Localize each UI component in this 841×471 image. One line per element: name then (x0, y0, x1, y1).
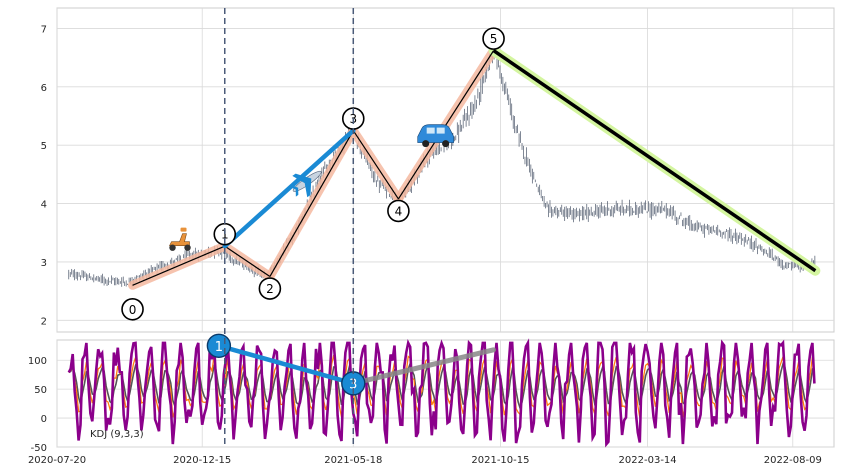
wave-segment-line (492, 49, 817, 273)
wave-1-3-line (222, 128, 356, 249)
car-wheel (442, 140, 450, 148)
scooter-seat (180, 227, 187, 232)
price-y-tick-label: 3 (41, 258, 47, 269)
kdj-indicator-label: KDJ (9,3,3) (90, 429, 144, 440)
wave-label-circle (258, 277, 282, 300)
scooter-icon (169, 227, 191, 251)
airplane-icon (288, 170, 322, 198)
scooter-body (169, 233, 190, 246)
car-icon (417, 124, 454, 148)
airplane-tail (288, 185, 299, 197)
x-tick-label: 2020-12-15 (173, 455, 231, 466)
wave-label-circle (121, 297, 144, 321)
kdj-y-tick-label: 100 (28, 356, 47, 367)
x-tick-label: 2022-08-09 (764, 455, 822, 466)
icons-layer (169, 124, 454, 251)
kdj-y-tick-label: 0 (41, 414, 47, 425)
kdj-marker-label: 1 (215, 340, 223, 355)
kdj-divergence-line (350, 347, 497, 386)
kdj-connector-line (216, 343, 356, 386)
wave-label-circle (387, 199, 410, 223)
airplane-wing (292, 173, 312, 198)
wave-segment-line (397, 50, 495, 200)
car-body (417, 124, 454, 143)
wave-segment-line (269, 130, 354, 277)
kdj-y-tick-label: -50 (31, 443, 47, 454)
kdj-panel: -50 0 50 100 1 3 KDJ (9,3,3) (28, 333, 835, 454)
wave-segment-line (224, 245, 271, 278)
price-plot-area (56, 7, 835, 333)
wave-label-circle (482, 27, 505, 50)
wave-segment-line (132, 245, 225, 286)
price-panel: 2 3 4 5 6 7 0 1 2 3 4 5 (41, 7, 835, 333)
scooter-wheel (184, 244, 191, 251)
x-tick-label: 2022-03-14 (619, 455, 677, 466)
wave-label: 4 (395, 204, 403, 218)
kdj-y-tick-label: 50 (34, 385, 47, 396)
car-window (436, 127, 445, 134)
price-y-ticks: 2 3 4 5 6 7 (41, 24, 47, 327)
kdj-y-ticks: -50 0 50 100 (28, 356, 47, 454)
x-tick-label: 2021-05-18 (324, 455, 382, 466)
car-wheel (422, 140, 430, 148)
price-y-tick-label: 2 (41, 316, 47, 327)
x-axis-ticks: 2020-07-20 2020-12-15 2021-05-18 2021-10-15… (28, 455, 822, 466)
wave-vertical-lines (224, 8, 355, 447)
x-tick-label: 2021-10-15 (471, 455, 529, 466)
scooter-wheel (169, 244, 176, 251)
x-tick-label: 2020-07-20 (28, 455, 86, 466)
wave-label: 5 (490, 32, 498, 46)
wave-label: 0 (129, 303, 137, 317)
wave-label: 2 (266, 282, 274, 296)
price-y-tick-label: 7 (41, 24, 47, 35)
price-y-tick-label: 5 (41, 141, 47, 152)
price-y-tick-label: 6 (41, 83, 47, 94)
price-y-tick-label: 4 (41, 200, 47, 211)
wave-segment-line (352, 130, 399, 200)
wave-label: 1 (221, 228, 229, 242)
kdj-j-line (67, 338, 816, 448)
kdj-marker-label: 3 (349, 377, 357, 392)
car-window (426, 127, 435, 134)
